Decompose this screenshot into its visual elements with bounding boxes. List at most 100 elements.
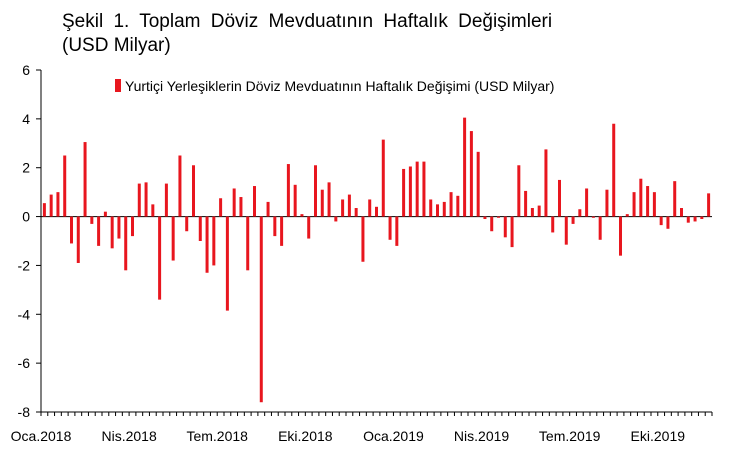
bar <box>442 201 446 217</box>
bar <box>158 216 162 300</box>
x-tick-label: Oca.2019 <box>363 428 424 444</box>
bar <box>286 164 290 217</box>
bar <box>517 165 521 217</box>
bar <box>558 179 561 217</box>
bar <box>652 192 656 217</box>
chart-title: Şekil 1. Toplam Döviz Mevduatının Haftal… <box>62 10 682 58</box>
x-tick-label: Nis.2019 <box>454 428 509 444</box>
bar <box>131 216 134 237</box>
y-tick-label: 4 <box>22 111 30 127</box>
x-tick-label: Tem.2019 <box>539 428 601 444</box>
bar <box>422 161 426 217</box>
bar <box>354 208 358 217</box>
bar <box>700 216 704 220</box>
bar <box>402 168 406 217</box>
legend-label: Yurtiçi Yerleşiklerin Döviz Mevduatının … <box>125 78 554 94</box>
y-tick-label: -2 <box>18 257 31 273</box>
bar <box>483 216 487 220</box>
bar <box>232 188 236 217</box>
x-tick-label: Eki.2018 <box>278 428 333 444</box>
bar <box>524 190 528 217</box>
bar <box>178 155 182 217</box>
bar <box>144 182 148 217</box>
bar <box>612 123 616 217</box>
bar <box>314 165 317 217</box>
bar <box>673 181 677 217</box>
legend: Yurtiçi Yerleşiklerin Döviz Mevduatının … <box>115 78 554 94</box>
bar <box>564 216 568 245</box>
bar <box>70 216 73 244</box>
x-tick-label: Eki.2019 <box>631 428 686 444</box>
bar <box>503 216 507 238</box>
bar <box>246 216 250 271</box>
bar <box>212 216 216 266</box>
bar <box>63 155 67 217</box>
bar <box>56 192 60 217</box>
bar <box>192 165 195 217</box>
bar <box>449 192 453 217</box>
bar <box>510 216 514 248</box>
y-tick-label: 2 <box>22 160 30 176</box>
bar <box>388 216 392 240</box>
bar <box>429 199 433 217</box>
bar <box>463 117 467 217</box>
bar <box>293 184 297 217</box>
bar <box>347 194 351 217</box>
y-tick-label: -4 <box>18 306 31 322</box>
bar <box>185 216 189 232</box>
y-tick-label: 0 <box>22 209 30 225</box>
bar <box>320 189 324 217</box>
y-tick-label: -6 <box>18 355 31 371</box>
bar <box>591 216 595 218</box>
bar <box>49 194 53 217</box>
bar <box>219 198 223 217</box>
bar <box>307 216 311 239</box>
bar <box>137 183 141 217</box>
legend-swatch <box>115 79 121 92</box>
bar <box>90 216 94 224</box>
bar <box>266 201 270 217</box>
bar <box>578 209 582 217</box>
x-tick-label: Tem.2018 <box>186 428 248 444</box>
bar <box>544 149 548 217</box>
bar <box>124 216 128 271</box>
bar <box>632 192 636 217</box>
bar <box>198 216 202 241</box>
bar <box>598 216 602 240</box>
bar <box>686 216 690 223</box>
bar <box>334 216 338 222</box>
bar <box>368 199 372 217</box>
bar <box>680 208 683 217</box>
bar <box>375 206 378 217</box>
bar <box>456 195 460 217</box>
bar <box>469 131 473 217</box>
bar <box>253 186 256 217</box>
bar <box>164 183 168 217</box>
chart-title-line2: (USD Milyar) <box>62 35 171 56</box>
bar <box>639 178 643 217</box>
bar <box>110 216 114 249</box>
bar <box>436 204 439 217</box>
bar <box>327 182 331 217</box>
axes: 6 4 2 0 -2 -4 -6 -8 Oca.2018 Nis.2018 Tem.2018 Eki.… <box>11 62 713 444</box>
bar <box>151 204 155 217</box>
bar <box>239 197 243 217</box>
bar <box>171 216 175 261</box>
bar <box>205 216 209 273</box>
y-tick-label: -8 <box>18 404 31 420</box>
bars <box>42 117 711 403</box>
bar <box>97 216 101 246</box>
bar <box>300 214 304 217</box>
bar <box>225 216 229 311</box>
y-tick-label: 6 <box>22 62 30 78</box>
bar <box>280 216 284 246</box>
bar <box>490 216 494 232</box>
x-tick-label: Nis.2018 <box>101 428 156 444</box>
bar <box>273 216 277 237</box>
bar <box>395 216 399 246</box>
bar <box>259 216 263 403</box>
bar <box>659 216 663 226</box>
bar <box>625 214 629 217</box>
bar <box>537 205 541 217</box>
